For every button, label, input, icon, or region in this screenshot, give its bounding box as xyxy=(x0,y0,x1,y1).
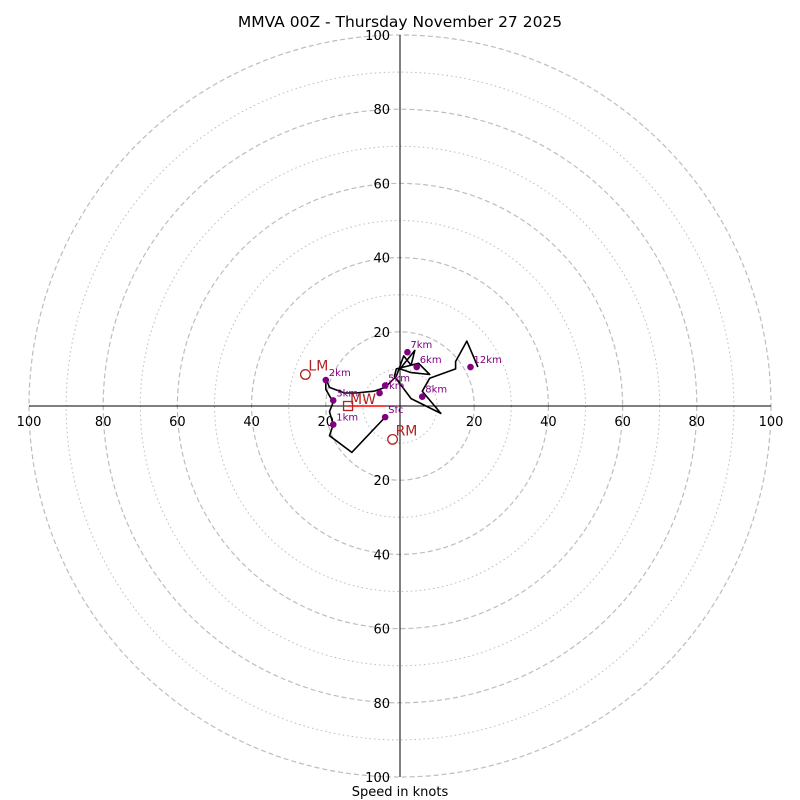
x-axis-label: Speed in knots xyxy=(352,785,449,800)
lm-label: LM xyxy=(308,358,328,374)
rm-label: RM xyxy=(396,423,418,439)
storm-motion-lm: LM xyxy=(299,358,328,380)
height-point xyxy=(376,389,383,397)
height-marker-12km: 12km xyxy=(467,355,502,371)
height-marker-2km: 2km xyxy=(322,368,351,384)
height-label: Sfc xyxy=(388,405,403,416)
height-label: 12km xyxy=(473,355,501,366)
y-tick-bottom-20: 20 xyxy=(373,474,390,489)
height-label: 4km xyxy=(383,381,405,392)
chart-title: MMVA 00Z - Thursday November 27 2025 xyxy=(238,13,562,31)
height-marker-7km: 7km xyxy=(404,340,432,356)
height-marker-sfc: Sfc xyxy=(381,405,404,421)
height-point xyxy=(467,363,474,371)
height-point xyxy=(329,421,337,428)
height-marker-8km: 8km xyxy=(418,385,447,401)
x-tick-right-80: 80 xyxy=(689,415,706,430)
y-tick-bottom-80: 80 xyxy=(373,697,390,712)
height-marker-3km: 3km xyxy=(329,388,358,404)
height-point xyxy=(404,348,411,356)
mw-marker xyxy=(342,400,354,412)
height-label: 6km xyxy=(420,355,442,366)
height-point xyxy=(381,413,389,421)
storm-motion-rm: RM xyxy=(387,423,418,445)
tick-labels: 100 80 60 40 20 20 40 60 80 100 20 40 60 80 100 20 40 60 8… xyxy=(17,29,784,786)
height-label: 2km xyxy=(329,368,351,379)
x-tick-left-40: 40 xyxy=(243,415,260,430)
x-tick-right-20: 20 xyxy=(466,415,483,430)
x-tick-right-40: 40 xyxy=(540,415,557,430)
y-tick-bottom-40: 40 xyxy=(373,548,390,563)
rm-marker xyxy=(387,433,399,445)
storm-motion-mw: MW xyxy=(342,392,376,412)
x-tick-left-20: 20 xyxy=(318,415,335,430)
height-label: 8km xyxy=(425,385,447,396)
x-tick-left-100: 100 xyxy=(17,415,42,430)
height-marker-1km: 1km xyxy=(329,413,358,428)
y-tick-top-40: 40 xyxy=(373,252,390,267)
y-tick-top-60: 60 xyxy=(373,177,390,192)
height-point xyxy=(322,376,330,384)
height-marker-4km: 4km xyxy=(376,381,405,397)
axes xyxy=(29,35,771,777)
height-marker-5km: 5km xyxy=(381,374,410,389)
height-point xyxy=(413,363,420,371)
height-label: 5km xyxy=(388,374,410,385)
height-label: 7km xyxy=(410,340,432,351)
y-tick-top-80: 80 xyxy=(373,103,390,118)
y-tick-top-100: 100 xyxy=(365,29,390,44)
x-tick-right-100: 100 xyxy=(759,415,784,430)
height-marker-6km: 6km xyxy=(413,355,442,371)
y-tick-bottom-100: 100 xyxy=(365,771,390,786)
lm-marker xyxy=(299,369,311,380)
height-point xyxy=(329,397,337,404)
x-tick-left-80: 80 xyxy=(95,415,112,430)
height-point xyxy=(381,382,389,389)
height-label: 3km xyxy=(336,388,358,399)
y-tick-bottom-60: 60 xyxy=(373,623,390,638)
y-tick-top-20: 20 xyxy=(373,326,390,341)
height-label: 1km xyxy=(336,413,358,424)
height-point xyxy=(418,393,426,401)
storm-motion: LM RM MW xyxy=(299,358,418,445)
mw-label: MW xyxy=(350,392,376,408)
x-tick-right-60: 60 xyxy=(614,415,631,430)
x-tick-left-60: 60 xyxy=(169,415,186,430)
